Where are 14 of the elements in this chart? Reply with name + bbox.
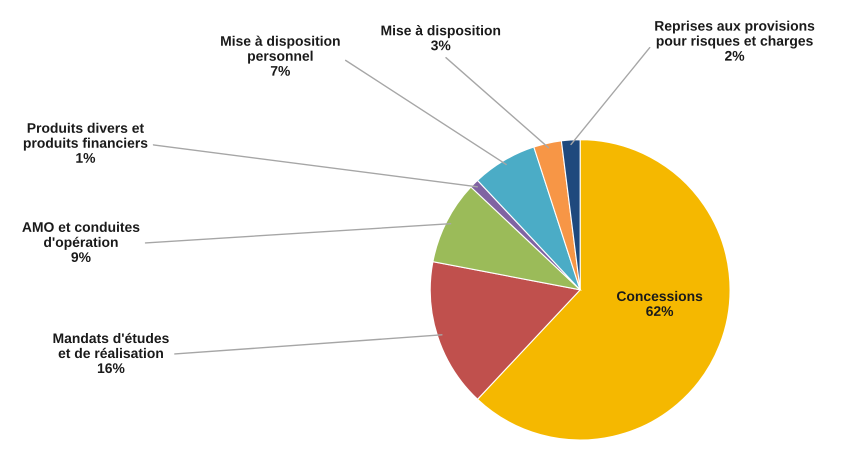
data-label: 7% <box>270 66 290 76</box>
slice-label: AMO et conduites d'opération <box>22 222 140 250</box>
slice-label: Produits divers et produits financiers <box>24 122 148 151</box>
slice-label: Concessions <box>616 290 702 302</box>
slice-label: Mise à disposition <box>381 25 500 38</box>
data-label: 16% <box>98 363 124 374</box>
data-label: 9% <box>71 252 91 262</box>
slice-label: Mandats d'études et de réalisation <box>53 332 169 358</box>
slice-label: Mise à disposition personnel <box>221 36 340 64</box>
data-label: 3% <box>431 40 450 50</box>
data-label: 2% <box>725 50 744 61</box>
slice-label: Reprises aux provisions pour risques et charges <box>655 20 814 49</box>
data-label: 62% <box>646 306 674 316</box>
data-label: 1% <box>76 153 96 163</box>
